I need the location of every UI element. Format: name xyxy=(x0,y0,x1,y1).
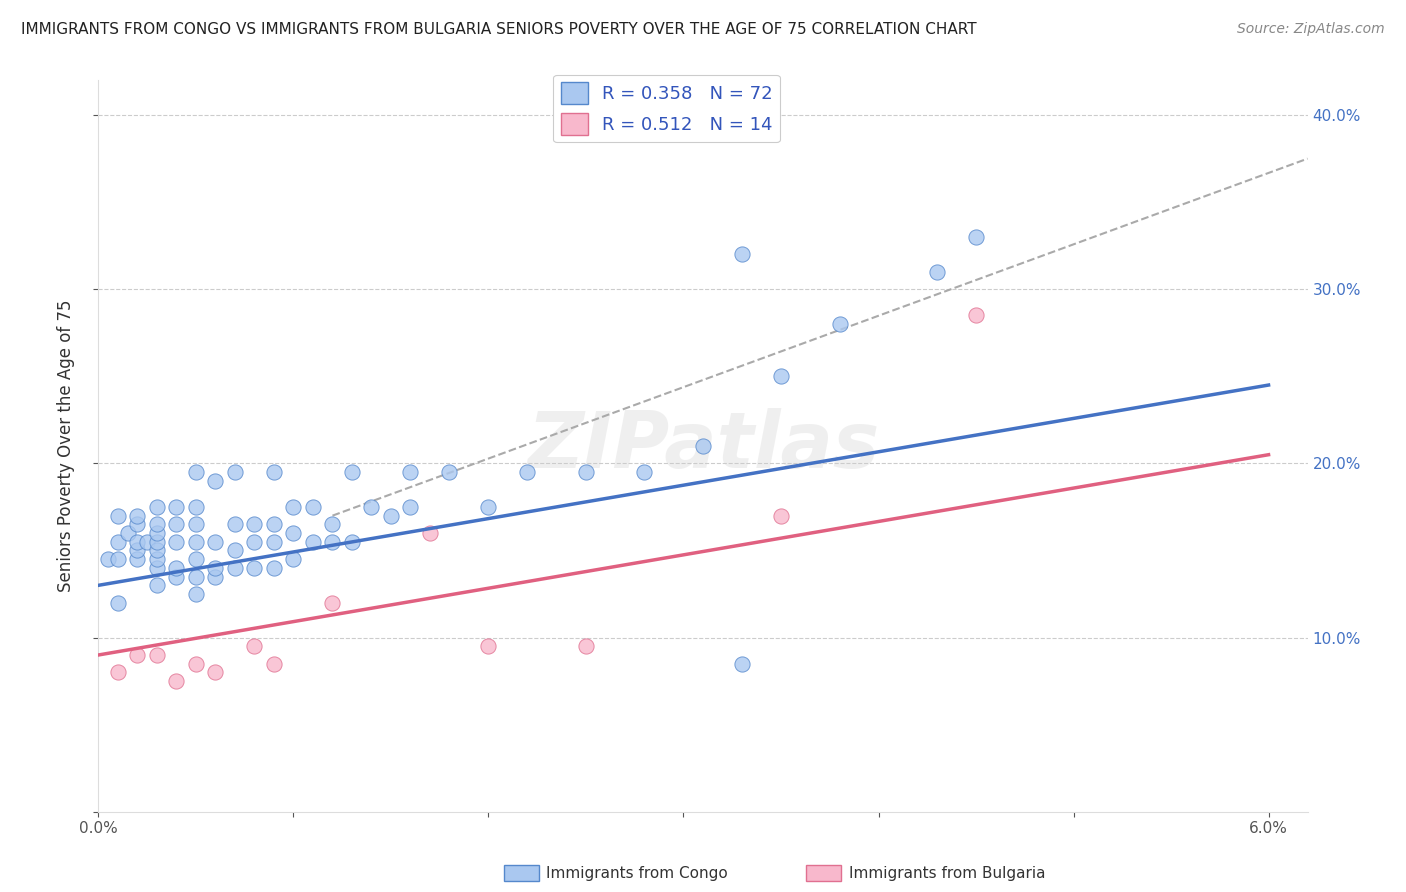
Point xyxy=(575,465,598,479)
Point xyxy=(360,500,382,514)
Text: IMMIGRANTS FROM CONGO VS IMMIGRANTS FROM BULGARIA SENIORS POVERTY OVER THE AGE O: IMMIGRANTS FROM CONGO VS IMMIGRANTS FROM… xyxy=(21,22,977,37)
Point xyxy=(97,552,120,566)
Point xyxy=(263,517,285,532)
Point xyxy=(165,569,187,583)
Point xyxy=(117,526,139,541)
Point xyxy=(127,552,149,566)
Point xyxy=(340,534,363,549)
Point xyxy=(165,517,187,532)
Point xyxy=(321,517,343,532)
Point xyxy=(731,247,754,261)
Point xyxy=(243,640,266,654)
Point xyxy=(184,552,207,566)
Point xyxy=(769,508,792,523)
Point xyxy=(165,500,187,514)
Point xyxy=(828,317,851,331)
Point xyxy=(321,596,343,610)
Point xyxy=(263,465,285,479)
Point xyxy=(184,587,207,601)
Point xyxy=(184,500,207,514)
Point xyxy=(127,534,149,549)
Text: ZIPatlas: ZIPatlas xyxy=(527,408,879,484)
Point xyxy=(165,534,187,549)
Point xyxy=(439,465,461,479)
Point xyxy=(204,474,226,488)
Point xyxy=(224,561,246,575)
Point xyxy=(283,526,305,541)
Point xyxy=(419,526,441,541)
Point xyxy=(184,517,207,532)
Point xyxy=(633,465,655,479)
Point xyxy=(516,465,538,479)
Point xyxy=(146,552,169,566)
Text: Immigrants from Congo: Immigrants from Congo xyxy=(546,866,728,880)
Point xyxy=(107,508,129,523)
Point xyxy=(107,596,129,610)
Point xyxy=(263,534,285,549)
Point xyxy=(224,465,246,479)
Point xyxy=(224,517,246,532)
Point xyxy=(243,517,266,532)
Point xyxy=(184,534,207,549)
Point xyxy=(965,230,987,244)
Point xyxy=(127,508,149,523)
Point xyxy=(925,265,948,279)
Point xyxy=(575,640,598,654)
Point xyxy=(263,561,285,575)
Point xyxy=(302,500,325,514)
Text: Source: ZipAtlas.com: Source: ZipAtlas.com xyxy=(1237,22,1385,37)
Point xyxy=(204,561,226,575)
Point xyxy=(146,543,169,558)
Point xyxy=(146,534,169,549)
Point xyxy=(184,569,207,583)
Text: Immigrants from Bulgaria: Immigrants from Bulgaria xyxy=(849,866,1045,880)
Point xyxy=(321,534,343,549)
Point xyxy=(204,665,226,680)
Point xyxy=(731,657,754,671)
Legend: R = 0.358   N = 72, R = 0.512   N = 14: R = 0.358 N = 72, R = 0.512 N = 14 xyxy=(554,75,780,142)
Point xyxy=(204,569,226,583)
Point xyxy=(224,543,246,558)
Point xyxy=(302,534,325,549)
Point xyxy=(107,665,129,680)
Point xyxy=(107,534,129,549)
Point xyxy=(127,517,149,532)
Point xyxy=(165,674,187,689)
Point xyxy=(146,500,169,514)
Y-axis label: Seniors Poverty Over the Age of 75: Seniors Poverty Over the Age of 75 xyxy=(56,300,75,592)
Point xyxy=(477,640,499,654)
Point xyxy=(380,508,402,523)
Point xyxy=(127,648,149,662)
Point xyxy=(965,309,987,323)
Point xyxy=(184,465,207,479)
Point xyxy=(165,561,187,575)
Point xyxy=(146,561,169,575)
Point xyxy=(263,657,285,671)
Point xyxy=(340,465,363,479)
Point xyxy=(146,648,169,662)
Point xyxy=(399,465,422,479)
Point xyxy=(769,369,792,384)
Point xyxy=(283,552,305,566)
Point xyxy=(184,657,207,671)
Point xyxy=(146,526,169,541)
Point xyxy=(204,534,226,549)
Point xyxy=(399,500,422,514)
Point xyxy=(136,534,159,549)
Point xyxy=(243,561,266,575)
Point xyxy=(477,500,499,514)
Point xyxy=(146,517,169,532)
Point xyxy=(692,439,714,453)
Point xyxy=(283,500,305,514)
Point xyxy=(146,578,169,592)
Point xyxy=(243,534,266,549)
Point xyxy=(127,543,149,558)
Point xyxy=(107,552,129,566)
